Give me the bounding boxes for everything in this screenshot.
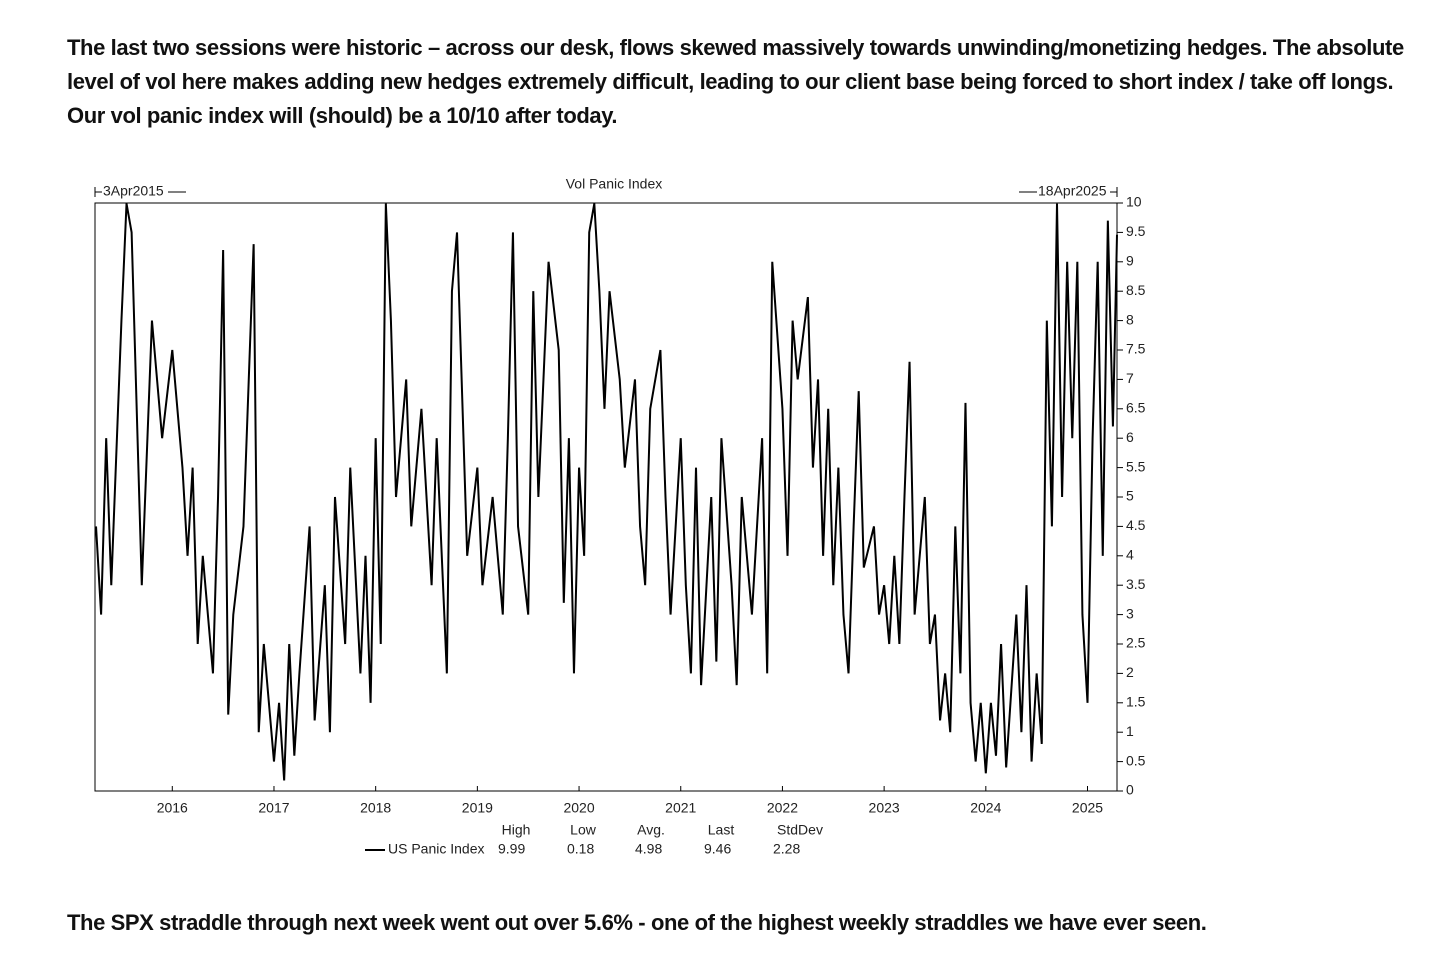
stat-value: 4.98: [635, 841, 662, 857]
y-tick-label: 8.5: [1126, 282, 1146, 298]
stat-header: Avg.: [637, 822, 665, 838]
stat-value: 9.99: [498, 841, 525, 857]
y-tick-label: 3.5: [1126, 576, 1146, 592]
legend-label: US Panic Index: [388, 841, 485, 857]
x-tick-label: 2025: [1072, 800, 1103, 816]
stat-header: High: [502, 822, 531, 838]
chart: Vol Panic Index 3Apr2015 18Apr2025 US Pa…: [94, 176, 1146, 857]
y-tick-label: 2: [1126, 664, 1134, 680]
y-tick-label: 5.5: [1126, 458, 1146, 474]
y-tick-label: 1.5: [1126, 694, 1146, 710]
y-tick-label: 3: [1126, 605, 1134, 621]
y-tick-label: 2.5: [1126, 635, 1146, 651]
start-label: 3Apr2015: [103, 183, 164, 199]
intro-text: The last two sessions were historic – ac…: [67, 35, 1404, 128]
y-tick-label: 0: [1126, 782, 1134, 798]
y-tick-label: 4: [1126, 547, 1134, 563]
x-tick-label: 2021: [665, 800, 696, 816]
x-tick-label: 2016: [157, 800, 188, 816]
y-tick-label: 10: [1126, 194, 1142, 210]
stat-header: Low: [570, 822, 597, 838]
y-tick-label: 6.5: [1126, 400, 1146, 416]
footer-text: The SPX straddle through next week went …: [67, 910, 1207, 935]
y-tick-label: 4.5: [1126, 517, 1146, 533]
stat-value: 0.18: [567, 841, 594, 857]
y-tick-label: 5: [1126, 488, 1134, 504]
stat-value: 9.46: [704, 841, 731, 857]
y-tick-label: 6: [1126, 429, 1134, 445]
y-tick-label: 1: [1126, 723, 1134, 739]
y-tick-label: 7: [1126, 370, 1134, 386]
x-tick-label: 2023: [869, 800, 900, 816]
stat-header: StdDev: [777, 822, 823, 838]
series-line: [95, 203, 1118, 781]
x-tick-label: 2018: [360, 800, 391, 816]
y-tick-label: 0.5: [1126, 752, 1146, 768]
y-tick-label: 7.5: [1126, 341, 1146, 357]
chart-title: Vol Panic Index: [566, 176, 663, 192]
x-tick-label: 2024: [970, 800, 1001, 816]
end-label: 18Apr2025: [1038, 183, 1107, 199]
x-tick-label: 2019: [462, 800, 493, 816]
x-tick-label: 2022: [767, 800, 798, 816]
stat-value: 2.28: [773, 841, 800, 857]
x-tick-label: 2017: [258, 800, 289, 816]
y-tick-label: 9.5: [1126, 223, 1146, 239]
stat-header: Last: [708, 822, 735, 838]
y-tick-label: 8: [1126, 311, 1134, 327]
y-tick-label: 9: [1126, 253, 1134, 269]
x-tick-label: 2020: [563, 800, 594, 816]
